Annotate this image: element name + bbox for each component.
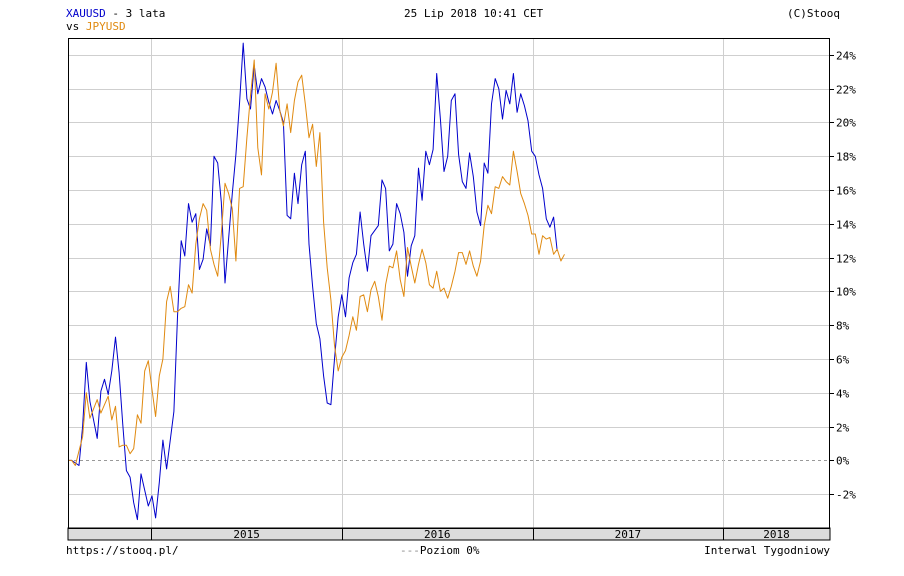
axes: -2% 0% 2% 4% 6% 8% 10% 12% 14% 16% 18% 20% 22% 24% 201…	[67, 38, 856, 541]
y-tick-label: 16%	[836, 185, 856, 198]
y-tick-label: -2%	[836, 489, 856, 502]
footer-url[interactable]: https://stooq.pl/	[66, 544, 179, 557]
title-suffix: - 3 lata	[112, 7, 166, 20]
x-tick-label: 2016	[424, 528, 451, 541]
y-tick-label: 10%	[836, 286, 856, 299]
interval-label: Interwal Tygodniowy	[704, 544, 830, 557]
y-tick-label: 2%	[836, 422, 850, 435]
series-lines	[68, 42, 565, 521]
y-tick-label: 20%	[836, 117, 856, 130]
y-tick-label: 14%	[836, 219, 856, 232]
zero-level-label: Poziom 0%	[419, 544, 480, 557]
plot-frame	[68, 38, 830, 529]
zero-level-legend: ---Poziom 0%	[400, 544, 480, 557]
series-line-xauusd	[68, 42, 558, 521]
y-tick-label: 18%	[836, 151, 856, 164]
vs-label: vs	[66, 20, 80, 33]
chart-title: XAUUSD - 3 lata	[66, 7, 165, 20]
timestamp: 25 Lip 2018 10:41 CET	[404, 7, 544, 20]
series2-label[interactable]: JPYUSD	[85, 20, 126, 33]
y-tick-label: 8%	[836, 320, 850, 333]
x-tick-label: 2015	[233, 528, 260, 541]
series1-label[interactable]: XAUUSD	[66, 7, 106, 20]
series-line-jpyusd	[68, 59, 565, 466]
grid	[68, 38, 830, 528]
plot-area	[68, 38, 830, 528]
comparison-line: vs JPYUSD	[66, 20, 126, 33]
x-tick-label: 2018	[763, 528, 790, 541]
y-tick-label: 0%	[836, 455, 850, 468]
y-tick-label: 4%	[836, 388, 850, 401]
y-tick-label: 22%	[836, 84, 856, 97]
copyright: (C)Stooq	[787, 7, 840, 20]
x-tick-label: 2017	[615, 528, 642, 541]
y-tick-label: 6%	[836, 354, 850, 367]
y-tick-label: 12%	[836, 253, 856, 266]
y-tick-label: 24%	[836, 50, 856, 63]
